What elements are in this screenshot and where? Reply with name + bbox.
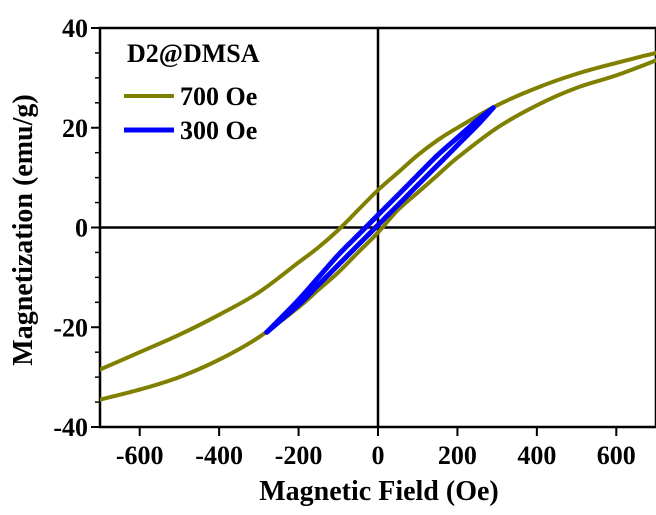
- x-tick-label: -600: [116, 441, 164, 470]
- legend-label: 700 Oe: [180, 82, 257, 111]
- y-axis-title: Magnetization (emu/g): [8, 94, 39, 365]
- x-tick-label: 0: [372, 441, 385, 470]
- y-tick-label: 40: [62, 14, 88, 43]
- y-tick-label: -20: [53, 313, 88, 342]
- series-line-lower: [100, 58, 656, 402]
- legend-title: D2@DMSA: [127, 39, 260, 68]
- x-axis-title: Magnetic Field (Oe): [259, 476, 498, 507]
- y-tick-label: 20: [62, 114, 88, 143]
- legend-label: 300 Oe: [180, 116, 257, 145]
- y-tick-label: 0: [75, 214, 88, 243]
- series-line-upper: [100, 50, 656, 372]
- series-line-lower: [264, 105, 496, 335]
- series-300-oe: [264, 105, 496, 335]
- series-line-upper: [264, 105, 496, 335]
- series-700-oe: [100, 50, 656, 402]
- series-layer: [100, 50, 656, 402]
- x-tick-label: 200: [438, 441, 477, 470]
- x-tick-label: 400: [517, 441, 556, 470]
- x-tick-label: -200: [275, 441, 323, 470]
- legend: D2@DMSA 700 Oe 300 Oe: [124, 39, 260, 145]
- x-tick-label: 600: [597, 441, 636, 470]
- x-tick-label: -400: [195, 441, 243, 470]
- y-tick-label: -40: [53, 413, 88, 442]
